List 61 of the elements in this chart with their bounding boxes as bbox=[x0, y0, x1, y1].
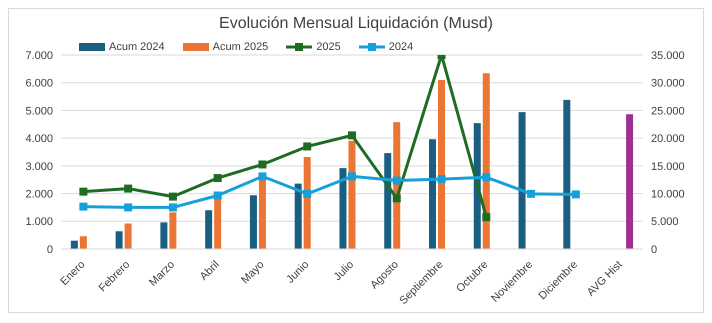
point bbox=[392, 194, 401, 202]
y2-tick-label: 0 bbox=[651, 244, 658, 256]
point bbox=[527, 190, 536, 198]
bar bbox=[205, 210, 212, 249]
point bbox=[348, 131, 356, 140]
point bbox=[348, 172, 356, 180]
y2-tick-label: 30.000 bbox=[651, 78, 685, 90]
y2-tick-label: 15.000 bbox=[651, 160, 685, 173]
bar bbox=[518, 112, 526, 249]
y-tick-label: 4.000 bbox=[25, 133, 53, 146]
bar bbox=[124, 224, 132, 249]
point bbox=[168, 192, 177, 201]
bar bbox=[438, 80, 446, 249]
point bbox=[438, 175, 446, 184]
legend-label: 2025 bbox=[316, 41, 341, 53]
point bbox=[79, 188, 88, 196]
y-tick-label: 6.000 bbox=[25, 78, 53, 90]
point bbox=[124, 203, 132, 212]
legend-label: Acum 2025 bbox=[212, 41, 268, 53]
bar bbox=[258, 178, 266, 249]
bar bbox=[169, 212, 176, 249]
bar bbox=[160, 222, 168, 249]
point bbox=[79, 202, 88, 211]
y-tick-label: 5.000 bbox=[25, 105, 53, 118]
y-tick-label: 2.000 bbox=[25, 188, 53, 200]
bar bbox=[80, 236, 87, 249]
point bbox=[392, 176, 401, 185]
point bbox=[482, 173, 490, 182]
bar bbox=[429, 139, 436, 249]
point bbox=[303, 142, 312, 150]
point bbox=[214, 192, 222, 200]
point bbox=[572, 190, 580, 198]
bar bbox=[70, 240, 78, 249]
y2-tick-label: 10.000 bbox=[651, 188, 685, 200]
point bbox=[303, 190, 312, 198]
point bbox=[482, 213, 490, 222]
y-tick-label: 1.000 bbox=[25, 216, 53, 228]
bar bbox=[348, 140, 356, 249]
y2-tick-label: 25.000 bbox=[651, 105, 685, 118]
x-tick-label: Julio bbox=[332, 258, 356, 284]
y2-tick-label: 5.000 bbox=[651, 216, 679, 228]
bar bbox=[626, 114, 634, 249]
point bbox=[258, 160, 266, 168]
point bbox=[124, 184, 132, 193]
point bbox=[258, 172, 266, 180]
y-tick-label: 3.000 bbox=[25, 160, 53, 173]
point bbox=[214, 174, 222, 182]
y-tick-label: 0 bbox=[46, 244, 53, 256]
legend-label: Acum 2024 bbox=[109, 41, 165, 53]
legend-label: 2024 bbox=[388, 41, 414, 53]
bar bbox=[563, 100, 570, 249]
chart-title: Evolución Mensual Liquidación (Musd) bbox=[218, 14, 494, 34]
point bbox=[168, 203, 177, 212]
bar bbox=[384, 153, 392, 249]
bar bbox=[250, 195, 257, 249]
y-tick-label: 7.000 bbox=[25, 50, 53, 62]
bar bbox=[294, 184, 302, 249]
bar bbox=[339, 168, 346, 249]
y2-tick-label: 35.000 bbox=[651, 50, 685, 62]
y2-tick-label: 20.000 bbox=[651, 133, 685, 146]
bar bbox=[116, 231, 123, 249]
